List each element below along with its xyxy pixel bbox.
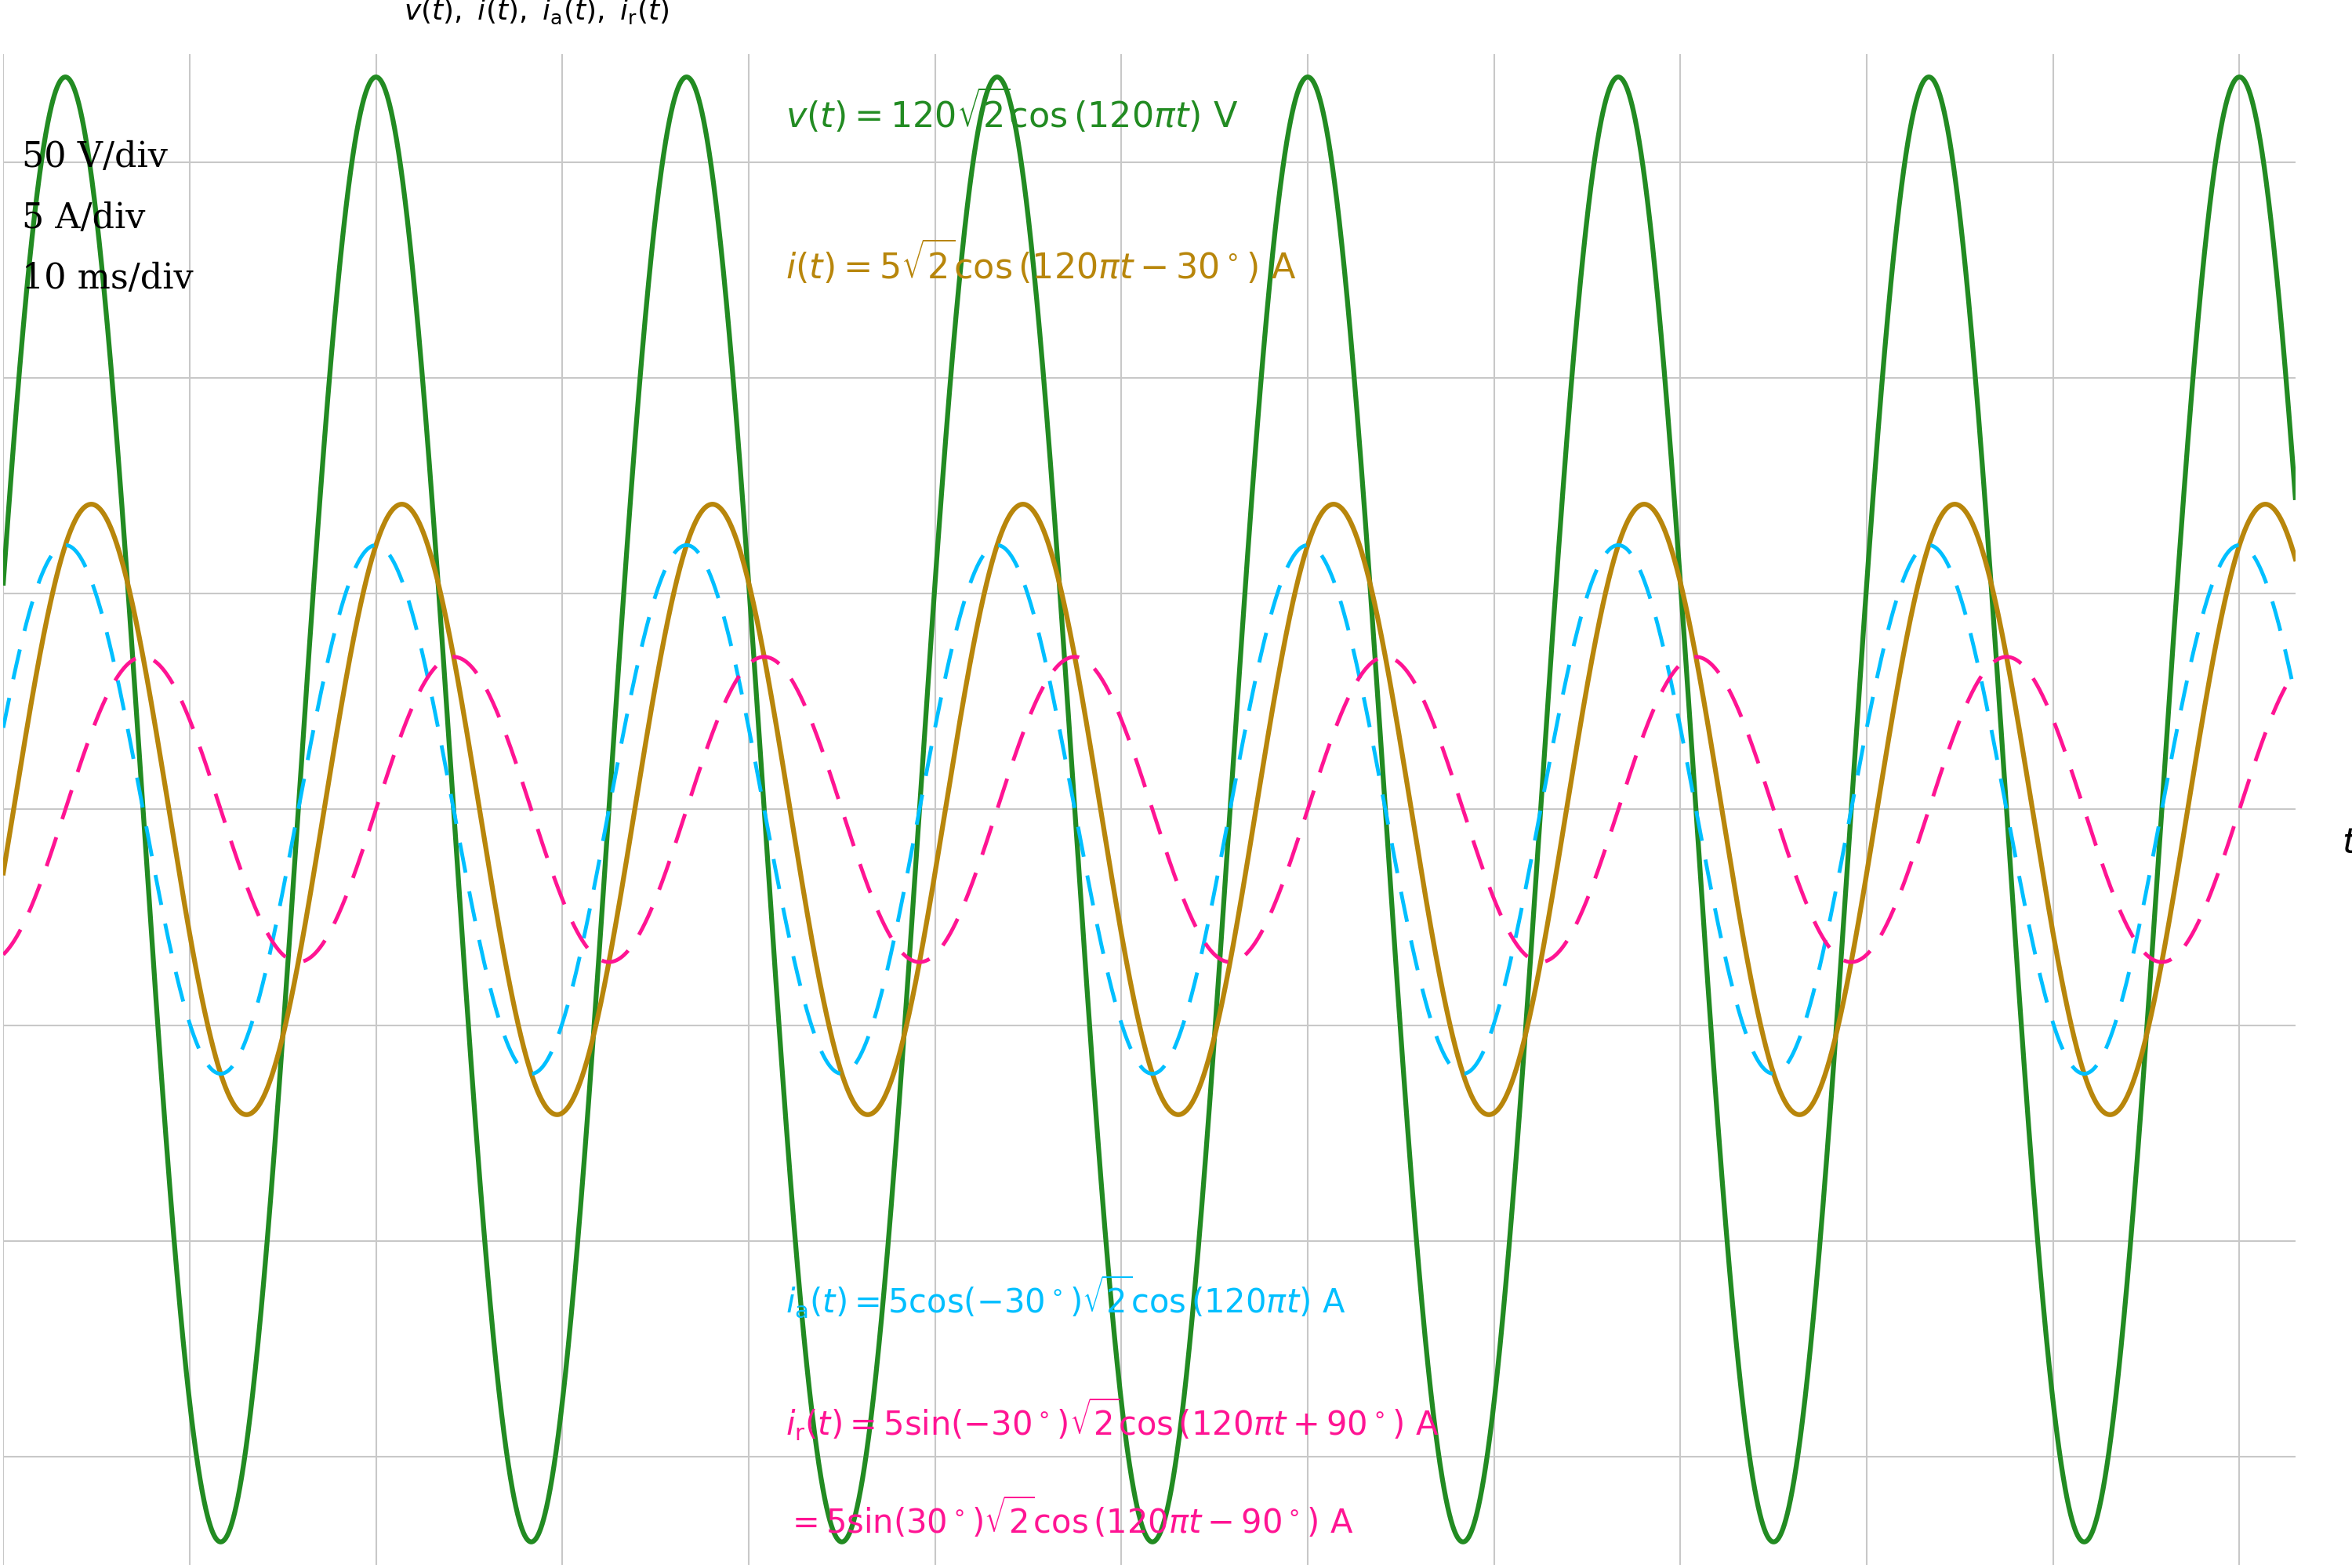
Text: $v(t),\ i(t),\ i_{\mathrm{a}}(t),\ i_{\mathrm{r}}(t)$: $v(t),\ i(t),\ i_{\mathrm{a}}(t),\ i_{\m… bbox=[405, 0, 670, 27]
Text: $i(t) = 5\sqrt{2}\cos\left(120\pi t - 30^\circ\right)\ \mathrm{A}$: $i(t) = 5\sqrt{2}\cos\left(120\pi t - 30… bbox=[786, 238, 1296, 285]
Text: $t$: $t$ bbox=[2343, 826, 2352, 861]
Text: $i_{\mathrm{r}}(t) = 5\sin\!\left(-30^\circ\right)\sqrt{2}\cos\left(120\pi t + 9: $i_{\mathrm{r}}(t) = 5\sin\!\left(-30^\c… bbox=[786, 1397, 1439, 1443]
Text: $= 5\sin\!\left(30^\circ\right)\sqrt{2}\cos\left(120\pi t - 90^\circ\right)\ \ma: $= 5\sin\!\left(30^\circ\right)\sqrt{2}\… bbox=[786, 1496, 1355, 1541]
Text: $i_{\mathrm{a}}(t) = 5\cos\!\left(-30^\circ\right)\sqrt{2}\cos\left(120\pi t\rig: $i_{\mathrm{a}}(t) = 5\cos\!\left(-30^\c… bbox=[786, 1273, 1345, 1319]
Text: $v(t) = 120\sqrt{2}\cos\left(120\pi t\right)\ \mathrm{V}$: $v(t) = 120\sqrt{2}\cos\left(120\pi t\ri… bbox=[786, 86, 1240, 135]
Text: 50 V/div
5 A/div
10 ms/div: 50 V/div 5 A/div 10 ms/div bbox=[21, 141, 193, 296]
